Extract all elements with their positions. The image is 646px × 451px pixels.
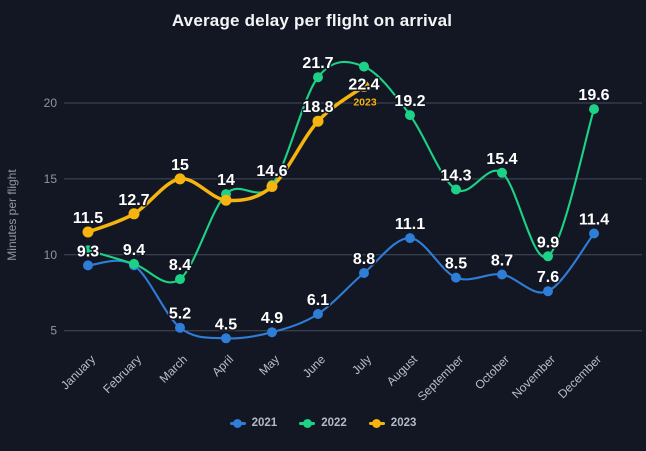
data-point-2021-April[interactable] [221, 333, 231, 344]
data-label: 18.8 [302, 99, 333, 116]
y-axis-title: Minutes per flight [5, 169, 19, 261]
data-point-2022-February[interactable] [129, 258, 139, 269]
data-point-2021-November[interactable] [543, 286, 553, 297]
legend-marker-2021-icon [229, 418, 246, 428]
data-point-2021-June[interactable] [313, 309, 323, 319]
x-axis-label: November [509, 352, 558, 401]
x-axis-label: January [58, 352, 98, 392]
y-tick-label: 15 [44, 172, 58, 186]
data-label: 15.4 [486, 151, 517, 168]
data-label: 15 [171, 157, 189, 174]
legend-item-2022[interactable]: 2022 [299, 417, 347, 429]
data-label: 14.3 [440, 168, 471, 185]
data-label: 8.5 [445, 256, 467, 273]
data-label: 9.3 [77, 243, 99, 260]
legend-item-2023[interactable]: 2023 [368, 417, 417, 429]
data-label: 21.7 [302, 55, 333, 72]
x-axis-label: June [300, 352, 329, 381]
data-point-2021-August[interactable] [405, 233, 415, 244]
data-label: 14 [217, 172, 235, 189]
data-point-2023-June[interactable] [312, 115, 324, 127]
series-line-2022 [86, 60, 596, 284]
data-label: 11.5 [73, 210, 103, 227]
x-axis-label: February [100, 352, 144, 396]
legend-label: 2021 [251, 417, 278, 429]
series-line-2021 [86, 232, 596, 340]
data-point-2022-June[interactable] [313, 72, 323, 83]
data-point-2022-October[interactable] [497, 167, 507, 178]
x-axis-label: July [349, 352, 374, 377]
data-point-2021-July[interactable] [359, 268, 369, 278]
legend-label: 2022 [321, 417, 347, 429]
data-point-2023-April[interactable] [220, 194, 232, 206]
data-label: 19.2 [394, 93, 425, 110]
data-point-2021-May[interactable] [267, 327, 277, 338]
data-point-2023-February[interactable] [128, 208, 140, 220]
data-label: 22.4 [348, 77, 379, 94]
x-axis-label: March [157, 352, 190, 385]
data-point-2022-January[interactable] [83, 245, 93, 256]
data-labels: 9.3 5.2 4.5 4.9 6.1 8.8 11.1 8.5 8.7 7.6 11.4 9.4 8.… [71, 54, 611, 335]
data-point-2023-July[interactable] [358, 80, 370, 92]
data-label: 12.7 [118, 192, 149, 209]
data-point-2022-November[interactable] [543, 251, 553, 262]
series-points [82, 61, 599, 344]
x-axis-labels: January February March April May June July Augu… [58, 352, 604, 404]
y-tick-label: 5 [50, 324, 57, 338]
data-label: 9.4 [123, 242, 145, 259]
data-label: 8.7 [491, 253, 513, 270]
data-point-2021-January[interactable] [83, 260, 93, 271]
legend-label: 2023 [390, 417, 417, 429]
data-point-2021-March[interactable] [175, 322, 185, 333]
data-label: 9.9 [537, 234, 559, 251]
x-axis-label: September [415, 352, 466, 403]
data-label: 8.8 [353, 251, 375, 268]
y-axis-ticks: 5 10 15 20 [44, 96, 58, 338]
data-point-2023-May[interactable] [266, 181, 278, 192]
data-point-2021-September[interactable] [451, 272, 461, 283]
data-label: 11.4 [579, 212, 609, 229]
x-axis-label: August [384, 352, 421, 389]
data-label: 19.6 [578, 87, 609, 104]
series-end-label: 2023 [353, 96, 377, 108]
chart-title: Average delay per flight on arrival [171, 11, 453, 30]
data-point-2022-August[interactable] [405, 110, 415, 121]
data-point-2021-October[interactable] [497, 269, 507, 280]
data-point-2022-September[interactable] [451, 184, 461, 195]
data-point-2022-December[interactable] [589, 104, 599, 115]
y-tick-label: 20 [44, 96, 58, 110]
data-label: 6.1 [307, 292, 329, 309]
grid-lines [64, 102, 642, 332]
data-label: 5.2 [169, 306, 191, 323]
x-axis-label: October [472, 352, 512, 392]
data-label: 11.1 [395, 216, 425, 233]
legend-marker-2023-icon [368, 418, 385, 428]
data-label: 8.4 [169, 257, 191, 274]
data-point-2022-July[interactable] [359, 61, 369, 72]
data-point-2021-December[interactable] [589, 228, 599, 239]
data-label: 4.9 [261, 310, 283, 327]
data-point-2023-March[interactable] [174, 173, 186, 185]
chart-legend: 2021 2022 2023 [0, 417, 646, 429]
x-axis-label: May [256, 352, 282, 378]
legend-item-2021[interactable]: 2021 [229, 417, 278, 429]
data-point-2022-March[interactable] [175, 274, 185, 285]
data-label: 14.6 [256, 163, 287, 180]
y-tick-label: 10 [44, 248, 58, 262]
legend-marker-2022-icon [299, 418, 316, 428]
data-label: 7.6 [537, 269, 559, 286]
x-axis-label: April [209, 352, 236, 379]
data-label: 4.5 [215, 316, 237, 333]
data-point-2023-January[interactable] [82, 226, 94, 238]
x-axis-label: December [555, 352, 604, 401]
